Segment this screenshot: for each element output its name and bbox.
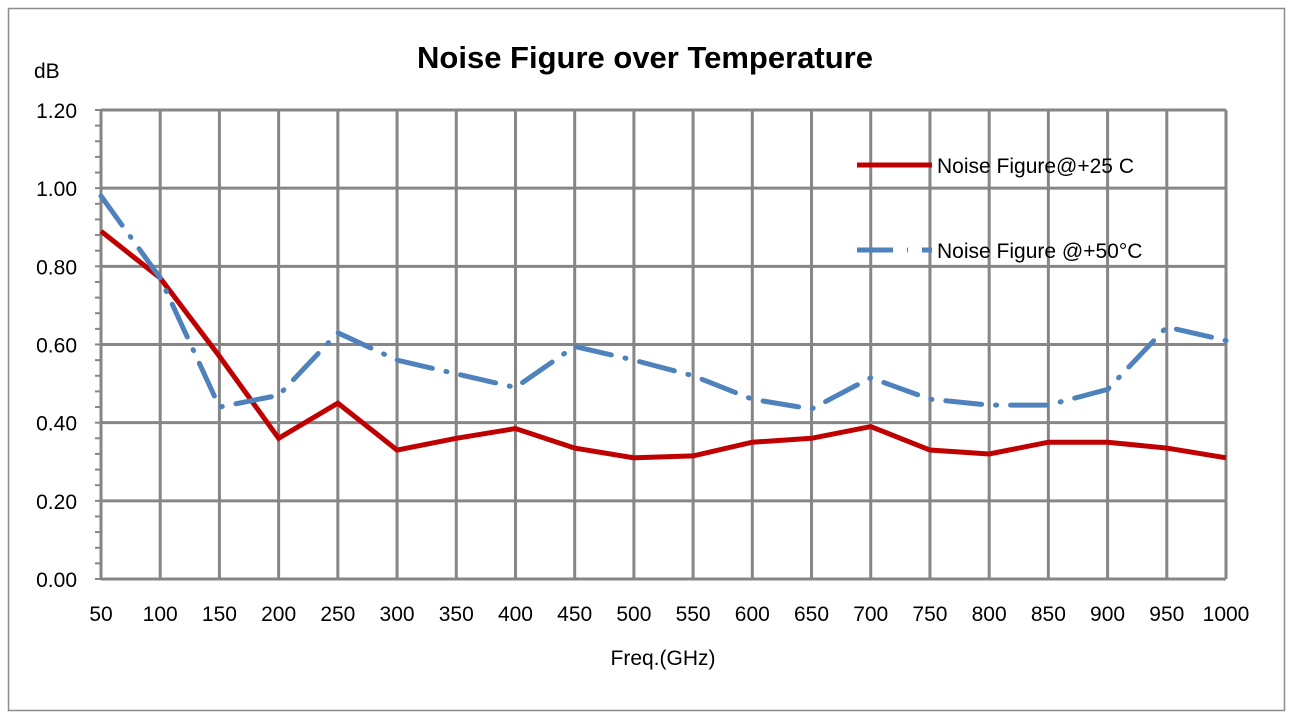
x-tick-label: 900 [1090, 603, 1125, 626]
x-tick-label: 250 [320, 603, 355, 626]
x-tick-label: 150 [202, 603, 237, 626]
x-tick-label: 500 [616, 603, 651, 626]
x-tick-label: 350 [439, 603, 474, 626]
x-tick-label: 650 [794, 603, 829, 626]
x-tick-label: 600 [735, 603, 770, 626]
legend: Noise Figure@+25 C Noise Figure @+50°C [857, 155, 1142, 263]
x-tick-label: 1000 [1203, 603, 1250, 626]
y-tick-label: 0.00 [36, 569, 77, 592]
y-tick-label: 1.00 [36, 178, 77, 201]
x-tick-label: 50 [89, 603, 112, 626]
x-tick-label: 300 [380, 603, 415, 626]
chart-title: Noise Figure over Temperature [417, 40, 873, 75]
x-tick-label: 100 [143, 603, 178, 626]
x-tick-label: 950 [1149, 603, 1184, 626]
series-line-2 [98, 193, 1229, 412]
x-tick-label: 450 [557, 603, 592, 626]
x-tick-label: 200 [261, 603, 296, 626]
x-axis-label: Freq.(GHz) [611, 647, 716, 670]
x-tick-label: 700 [853, 603, 888, 626]
x-tick-label: 800 [972, 603, 1007, 626]
legend-label-1: Noise Figure@+25 C [937, 155, 1134, 178]
y-tick-label: 0.60 [36, 335, 77, 358]
y-tick-label: 1.20 [36, 100, 77, 123]
x-tick-label: 550 [676, 603, 711, 626]
y-axis-label: dB [34, 60, 60, 83]
y-tick-label: 0.40 [36, 413, 77, 436]
y-tick-label: 0.80 [36, 256, 77, 279]
x-tick-label: 750 [912, 603, 947, 626]
y-tick-label: 0.20 [36, 491, 77, 514]
series-line-1 [99, 229, 1227, 461]
x-tick-label: 850 [1031, 603, 1066, 626]
x-tick-label: 400 [498, 603, 533, 626]
legend-label-2: Noise Figure @+50°C [937, 240, 1142, 263]
